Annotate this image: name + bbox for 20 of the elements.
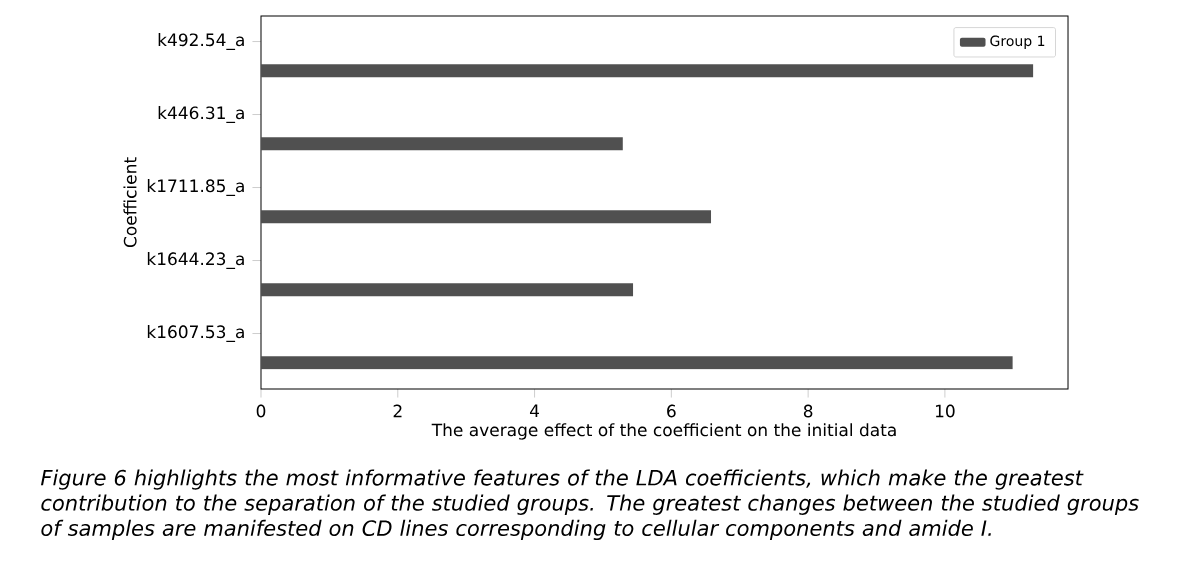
text: Figure 6 highlights the most informative features of the LDA coefficients, which make the greatest contribution to the separation of the studied groups. The greatest changes between the studied groups of samples are manifested on CD lines corresponding to cellular components and amide I. [40,469,1139,541]
y-axis-title: Coefficient [123,157,137,248]
x-tick-label: 2 [393,404,402,418]
y-tick-label: k1607.53_a [147,325,244,342]
x-tick-label: 0 [256,404,266,418]
bar [261,64,1034,78]
y-tick-label: k492.54_a [158,33,244,50]
y-tick-label: k1644.23_a [147,252,244,269]
x-tick-label: 6 [667,404,676,418]
y-tick-label: k1711.85_a [147,179,244,196]
bar [261,210,712,224]
legend-label: Group 1 [990,35,1045,49]
x-tick-label: 8 [803,404,813,418]
y-tick-label: k446.31_a [158,106,244,123]
x-tick-label: 4 [529,404,540,417]
x-axis-title: The average effect of the coefficient on the initial data [431,423,896,440]
bar [261,283,634,297]
bar [261,137,623,151]
x-tick-label: 10 [935,404,955,418]
bar [261,356,1013,370]
